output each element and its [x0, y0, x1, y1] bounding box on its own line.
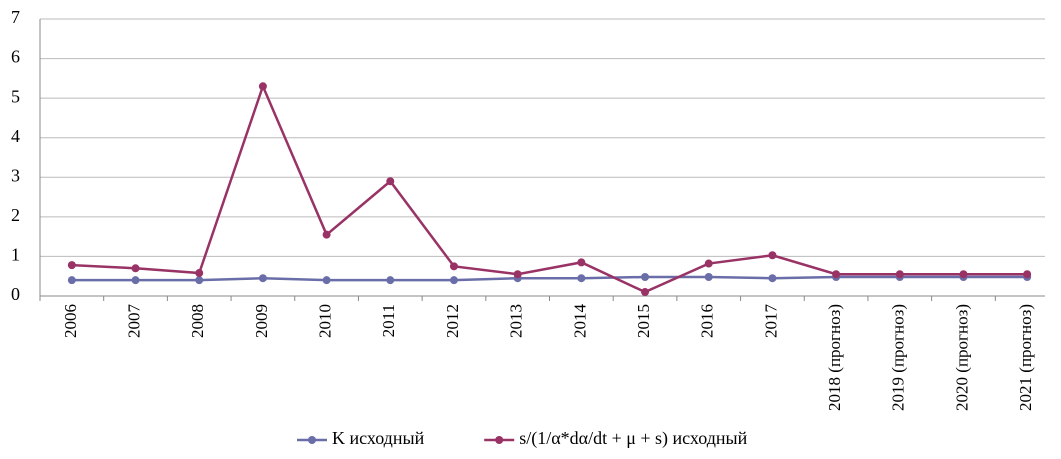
point: [577, 258, 586, 267]
point: [131, 276, 140, 285]
series-line: [71, 275, 1028, 282]
y-tick-label: 2: [11, 205, 20, 225]
y-tick-label: 4: [11, 126, 20, 146]
x-tick-label: 2014: [570, 304, 589, 339]
point: [67, 261, 76, 270]
point: [641, 288, 650, 297]
point: [386, 177, 395, 186]
x-tick-label: 2015: [634, 304, 653, 338]
x-tick-label: 2007: [124, 304, 143, 339]
y-tick-label: 6: [11, 47, 20, 67]
point: [641, 273, 650, 282]
point: [322, 276, 331, 285]
x-tick-label: 2009: [252, 304, 271, 338]
point: [195, 269, 204, 278]
point: [832, 270, 841, 279]
x-tick-label: 2017: [761, 304, 780, 339]
point: [195, 276, 204, 285]
x-tick-label: 2012: [443, 304, 462, 338]
x-tick-label: 2020 (прогноз): [952, 304, 971, 411]
point: [704, 273, 713, 282]
point: [768, 274, 777, 283]
point: [258, 82, 267, 91]
legend-label: s/(1/α*dα/dt + μ + s) исходный: [519, 428, 747, 449]
point: [386, 276, 395, 285]
point: [449, 276, 458, 285]
y-tick-label: 0: [11, 284, 20, 304]
point: [67, 276, 76, 285]
x-tick-label: 2021 (прогноз): [1016, 304, 1035, 411]
point: [768, 251, 777, 260]
legend-marker: [308, 436, 316, 444]
point: [577, 274, 586, 283]
point: [1023, 270, 1032, 279]
point: [131, 264, 140, 273]
point: [322, 230, 331, 239]
legend-label: K исходный: [332, 428, 425, 448]
y-tick-label: 5: [11, 86, 20, 106]
x-tick-label: 2019 (прогноз): [889, 304, 908, 411]
x-tick-label: 2016: [698, 304, 717, 338]
x-tick-label: 2006: [61, 304, 80, 338]
x-tick-label: 2018 (прогноз): [825, 304, 844, 411]
point: [513, 270, 522, 279]
y-tick-label: 7: [11, 7, 20, 27]
y-tick-label: 1: [11, 245, 20, 265]
legend-marker: [495, 436, 504, 444]
x-tick-label: 2013: [507, 304, 526, 338]
point: [704, 259, 713, 268]
x-tick-label: 2011: [379, 304, 398, 337]
series-line: [71, 82, 1028, 294]
point: [258, 274, 267, 283]
y-tick-label: 3: [11, 165, 20, 185]
x-tick-label: 2008: [188, 304, 207, 338]
point: [449, 262, 458, 271]
x-tick-label: 2010: [316, 304, 335, 338]
point: [959, 270, 968, 279]
point: [895, 270, 904, 279]
